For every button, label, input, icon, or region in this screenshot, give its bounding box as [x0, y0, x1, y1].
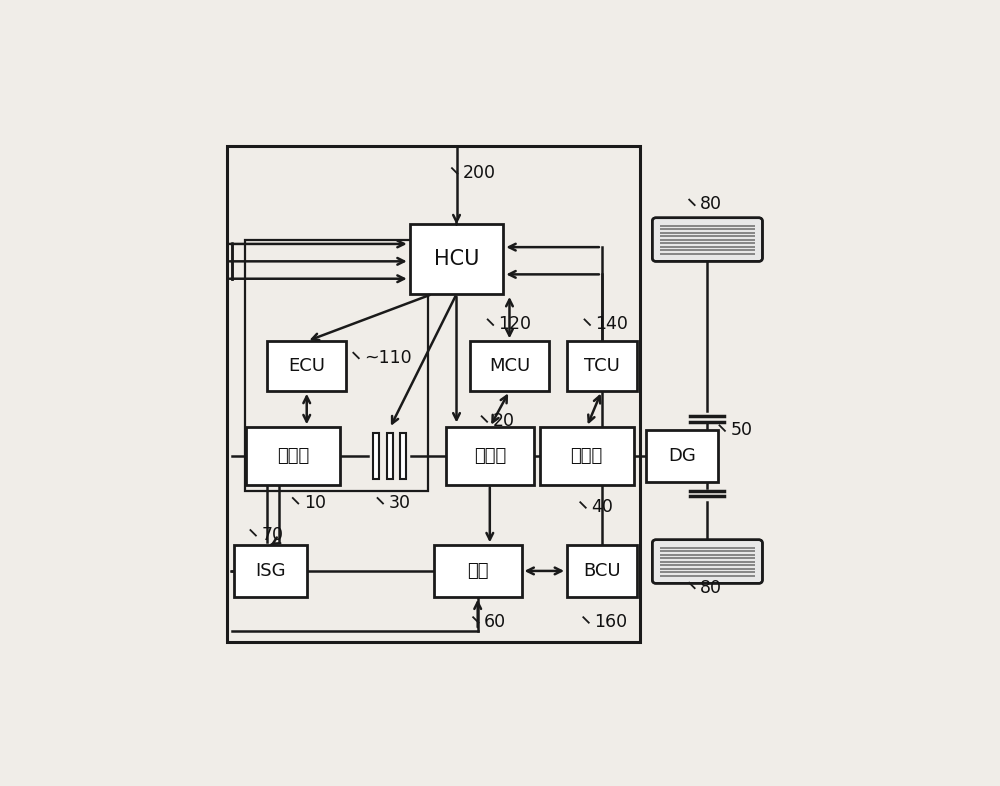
Bar	[373, 433, 379, 479]
Bar	[567, 545, 637, 597]
Bar	[660, 252, 755, 255]
Text: 变速器: 变速器	[571, 447, 603, 465]
Bar	[660, 564, 755, 566]
Bar	[660, 571, 755, 573]
Bar	[660, 225, 755, 227]
Bar	[660, 550, 755, 553]
Text: 70: 70	[261, 526, 283, 544]
Bar	[660, 553, 755, 556]
FancyBboxPatch shape	[652, 218, 762, 262]
Text: 200: 200	[463, 164, 496, 182]
Bar	[567, 341, 637, 391]
Text: 电池: 电池	[467, 562, 488, 580]
Text: TCU: TCU	[584, 357, 620, 375]
Bar	[245, 240, 428, 490]
Bar	[660, 575, 755, 577]
Bar	[660, 228, 755, 230]
Bar	[646, 430, 718, 482]
Text: ECU: ECU	[288, 357, 325, 375]
Bar	[400, 433, 406, 479]
Bar	[434, 545, 522, 597]
Text: 60: 60	[484, 613, 506, 631]
Text: ~110: ~110	[364, 348, 412, 366]
Text: 10: 10	[304, 494, 326, 512]
Text: BCU: BCU	[583, 562, 621, 580]
Text: MCU: MCU	[489, 357, 530, 375]
FancyBboxPatch shape	[652, 540, 762, 583]
Bar	[660, 547, 755, 549]
Bar	[660, 235, 755, 237]
Bar	[540, 428, 634, 485]
Text: 20: 20	[493, 412, 515, 430]
Text: 50: 50	[730, 421, 752, 439]
Bar	[660, 246, 755, 248]
Text: HCU: HCU	[434, 249, 479, 270]
Bar	[387, 433, 393, 479]
Bar	[227, 145, 640, 642]
Text: 80: 80	[700, 578, 722, 597]
Text: ISG: ISG	[255, 562, 286, 580]
Bar	[660, 249, 755, 252]
Bar	[470, 341, 549, 391]
Bar	[660, 232, 755, 233]
Text: 电动机: 电动机	[474, 447, 506, 465]
Text: 160: 160	[594, 613, 627, 631]
Bar	[660, 239, 755, 241]
Text: 80: 80	[700, 196, 722, 214]
Bar	[660, 567, 755, 570]
Text: 30: 30	[388, 494, 410, 512]
Bar	[234, 545, 307, 597]
Bar	[660, 557, 755, 560]
Text: 发动机: 发动机	[277, 447, 309, 465]
Bar	[660, 560, 755, 563]
Text: 140: 140	[595, 315, 628, 333]
Text: 120: 120	[499, 315, 532, 333]
Bar	[446, 428, 534, 485]
Bar	[410, 225, 503, 294]
Text: DG: DG	[668, 447, 696, 465]
Bar	[246, 428, 340, 485]
Bar	[660, 242, 755, 244]
Bar	[267, 341, 346, 391]
Text: 40: 40	[591, 498, 613, 516]
